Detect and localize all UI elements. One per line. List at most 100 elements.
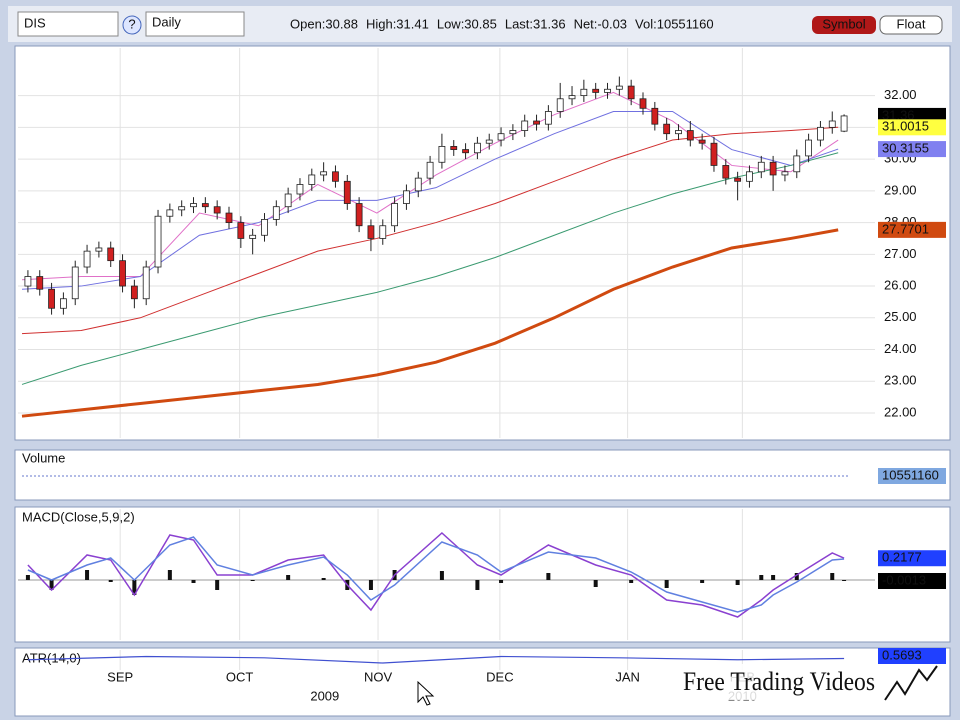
watermark-bg: [680, 664, 880, 700]
candle-body: [533, 120, 540, 125]
panel-title: MACD(Close,5,9,2): [22, 509, 135, 524]
macd-label: 0.2177: [882, 550, 922, 565]
series-label: 30.3155: [882, 141, 929, 156]
candle-body: [272, 206, 280, 220]
volume-panel: [14, 449, 951, 501]
candle-body: [485, 139, 493, 144]
histogram-bar: [439, 571, 444, 580]
panel-title: Volume: [22, 450, 65, 465]
y-tick-label: 22.00: [884, 404, 917, 419]
candle-body: [130, 285, 138, 300]
candle-body: [225, 212, 233, 223]
candle-body: [769, 161, 777, 176]
x-tick-label: DEC: [486, 669, 513, 684]
symbol-button[interactable]: [812, 16, 876, 34]
candle-body: [284, 193, 292, 208]
y-tick-label: 27.00: [884, 246, 917, 261]
quote-item: Low:30.85: [437, 16, 497, 31]
candle-body: [237, 222, 245, 239]
histogram-bar: [794, 573, 799, 580]
x-tick-label: JAN: [615, 669, 640, 684]
candle-body: [332, 171, 339, 182]
histogram-label: -0.0013: [882, 572, 926, 587]
moving-average: [21, 228, 839, 418]
atr-label: 0.5693: [882, 647, 922, 662]
help-button[interactable]: [122, 15, 142, 35]
candle-body: [201, 203, 209, 208]
candle-body: [355, 203, 363, 227]
candle-body: [604, 88, 611, 93]
series-label-bg: [878, 119, 946, 136]
volume-label: 10551160: [882, 467, 939, 482]
candle-body: [190, 203, 197, 208]
histogram-bar: [475, 580, 480, 590]
cursor: [417, 680, 435, 706]
candle-body: [592, 88, 600, 93]
candle-body: [793, 155, 801, 173]
symbol-input[interactable]: [17, 11, 119, 37]
candle-body: [71, 266, 79, 300]
candle-body: [119, 260, 126, 287]
candle-body: [249, 234, 257, 239]
candle-body: [580, 88, 588, 97]
year-label: 2009: [310, 688, 339, 703]
price-panel: [14, 45, 951, 441]
y-tick-label: 26.00: [884, 277, 917, 292]
candle-body: [840, 115, 848, 132]
histogram-bar: [49, 580, 54, 590]
candle-body: [828, 120, 836, 128]
y-tick-label: 29.00: [884, 182, 917, 197]
candle-body: [261, 219, 268, 236]
candle-body: [414, 177, 422, 192]
y-tick-label: 23.00: [884, 373, 917, 388]
candle-body: [343, 180, 351, 204]
toolbar: DIS ? Daily Symbol Float: [8, 6, 952, 42]
histogram-bar: [215, 580, 220, 590]
float-button[interactable]: [879, 15, 943, 35]
atr-line: [27, 655, 845, 664]
x-tick-label: SEP: [107, 669, 133, 684]
histogram-bar: [771, 575, 776, 580]
candle-body: [154, 215, 162, 268]
help-text: ?: [128, 16, 135, 31]
candle-body: [462, 149, 469, 154]
candle-body: [675, 130, 682, 135]
period-select[interactable]: [145, 11, 245, 37]
candle-body: [83, 250, 91, 268]
candle-body: [178, 206, 186, 211]
histogram-bar: [132, 580, 137, 595]
x-tick-label: NOV: [364, 669, 393, 684]
watermark: Free Trading Videos: [680, 664, 938, 701]
watermark-logo: [884, 665, 938, 701]
float-button-text: Float: [897, 16, 926, 31]
volume-label-bg: [878, 468, 946, 484]
quote-item: Open:30.88: [290, 16, 358, 31]
x-tick-label: OCT: [226, 669, 254, 684]
histogram-bar: [830, 573, 835, 580]
y-tick-label: 24.00: [884, 341, 917, 356]
candle-body: [320, 171, 328, 176]
period-text: Daily: [152, 14, 181, 29]
candle-body: [639, 98, 647, 109]
quote-item: High:31.41: [366, 16, 429, 31]
macd-line: [27, 536, 845, 613]
series-label: 27.7701: [882, 221, 929, 236]
candle-body: [746, 171, 753, 182]
candle-body: [615, 85, 623, 90]
quote-item: Net:-0.03: [574, 16, 627, 31]
histogram-bar: [546, 573, 551, 580]
candle-body: [473, 142, 481, 154]
candle-body: [296, 184, 304, 195]
macd-label-bg: [878, 550, 946, 567]
candle-body: [521, 120, 529, 131]
histogram-bar: [664, 580, 669, 588]
candle-body: [722, 165, 730, 179]
candle-body: [48, 288, 55, 309]
candle-body: [497, 133, 505, 141]
candle-body: [627, 85, 635, 100]
series-label-bg: [878, 141, 946, 158]
candle-body: [686, 130, 694, 141]
y-tick-label: 32.00: [884, 87, 917, 102]
candle-body: [438, 145, 446, 163]
watermark-text: Free Trading Videos: [683, 667, 875, 696]
